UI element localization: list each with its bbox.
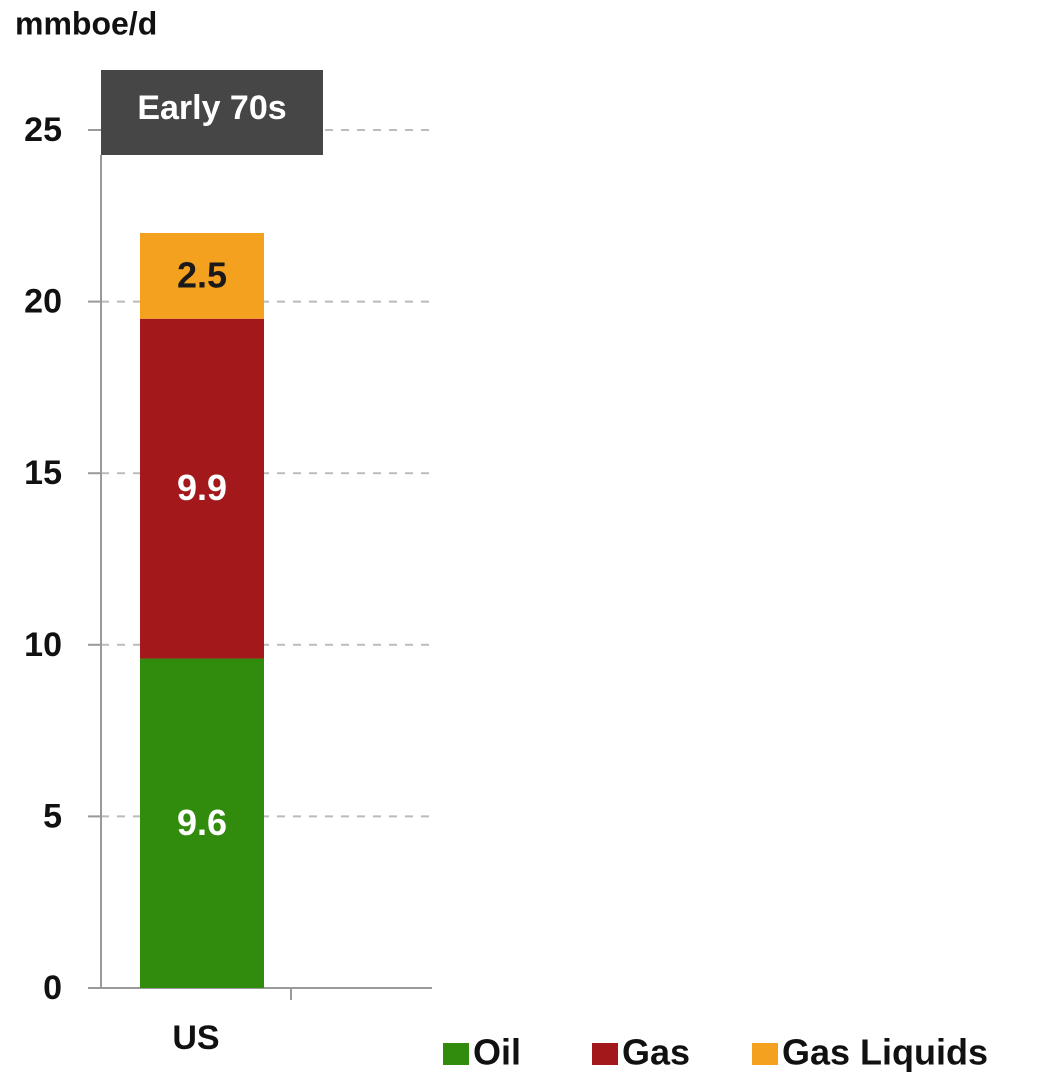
y-tick-label: 25 [24, 111, 62, 149]
data-label: 9.9 [177, 467, 227, 508]
annotation-box [101, 70, 323, 155]
legend-swatch [752, 1043, 778, 1065]
y-tick-label: 15 [24, 454, 62, 492]
bar-segment [140, 232, 264, 319]
bar-segment [140, 318, 264, 659]
legend-swatch [592, 1043, 618, 1065]
data-label: 2.5 [177, 254, 227, 295]
y-tick-label: 0 [43, 969, 62, 1007]
legend-label: Gas Liquids [782, 1032, 988, 1073]
legend-swatch [443, 1043, 469, 1065]
bar-segment [140, 658, 264, 988]
y-tick-label: 20 [24, 283, 62, 321]
data-label: 9.6 [177, 802, 227, 843]
legend-label: Gas [622, 1032, 690, 1073]
legend-label: Oil [473, 1032, 521, 1073]
x-tick-label: US [172, 1019, 219, 1057]
y-tick-label: 5 [43, 797, 62, 835]
y-axis-label: mmboe/d [15, 5, 157, 41]
annotation: Early 70s [137, 89, 286, 127]
y-tick-label: 10 [24, 626, 62, 664]
